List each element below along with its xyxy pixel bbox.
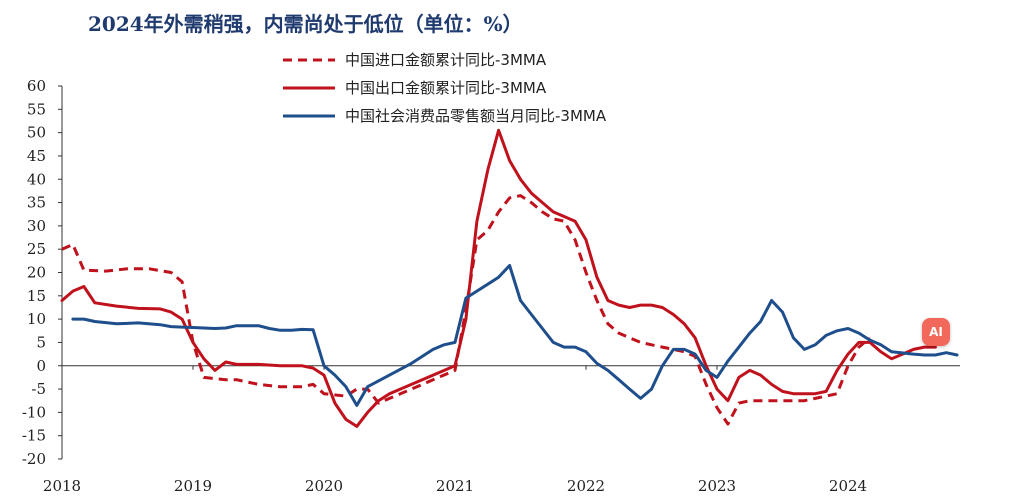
x-tick-label: 2018 bbox=[43, 477, 81, 495]
chart-title: 2024年外需稍强，内需尚处于低位（单位：%） bbox=[88, 12, 523, 36]
series-layer bbox=[60, 128, 959, 428]
y-tick-label: -15 bbox=[22, 427, 46, 445]
y-tick-label: 60 bbox=[27, 77, 46, 95]
x-tick-label: 2019 bbox=[174, 477, 212, 495]
y-axis: -20 -15 -10 -5 0 5 10 15 20 25 30 35 40 45 50 55 60 bbox=[22, 77, 63, 468]
ai-assistant-icon[interactable]: AI bbox=[922, 318, 950, 346]
y-tick-label: 10 bbox=[27, 310, 46, 328]
y-tick-label: -20 bbox=[22, 450, 46, 468]
legend: 中国进口金额累计同比-3MMA 中国出口金额累计同比-3MMA 中国社会消费品零售额… bbox=[283, 51, 607, 125]
y-tick-label: 40 bbox=[27, 170, 46, 188]
y-tick-label: 55 bbox=[27, 100, 46, 118]
y-tick-label: -10 bbox=[22, 403, 46, 421]
series-import-dashed bbox=[61, 194, 871, 426]
x-tick-label: 2020 bbox=[305, 477, 343, 495]
y-tick-label: 5 bbox=[36, 333, 46, 351]
y-tick-label: 35 bbox=[27, 194, 46, 212]
y-tick-label: 15 bbox=[27, 287, 46, 305]
x-axis: 2018 2019 2020 2021 2022 2023 2024 bbox=[43, 365, 960, 495]
x-tick-label: 2023 bbox=[698, 477, 736, 495]
y-tick-label: 0 bbox=[36, 357, 46, 375]
x-tick-label: 2022 bbox=[567, 477, 605, 495]
x-tick-label: 2021 bbox=[436, 477, 474, 495]
y-tick-label: 30 bbox=[27, 217, 46, 235]
legend-label: 中国进口金额累计同比-3MMA bbox=[345, 51, 547, 69]
legend-label: 中国出口金额累计同比-3MMA bbox=[345, 79, 547, 97]
legend-label: 中国社会消费品零售额当月同比-3MMA bbox=[345, 107, 607, 125]
y-tick-label: 50 bbox=[27, 124, 46, 142]
series-export bbox=[60, 128, 937, 428]
y-tick-label: -5 bbox=[31, 380, 46, 398]
x-tick-label: 2024 bbox=[829, 477, 867, 495]
y-tick-label: 25 bbox=[27, 240, 46, 258]
y-tick-label: 20 bbox=[27, 264, 46, 282]
series-retail-sales bbox=[71, 264, 959, 407]
y-tick-label: 45 bbox=[27, 147, 46, 165]
